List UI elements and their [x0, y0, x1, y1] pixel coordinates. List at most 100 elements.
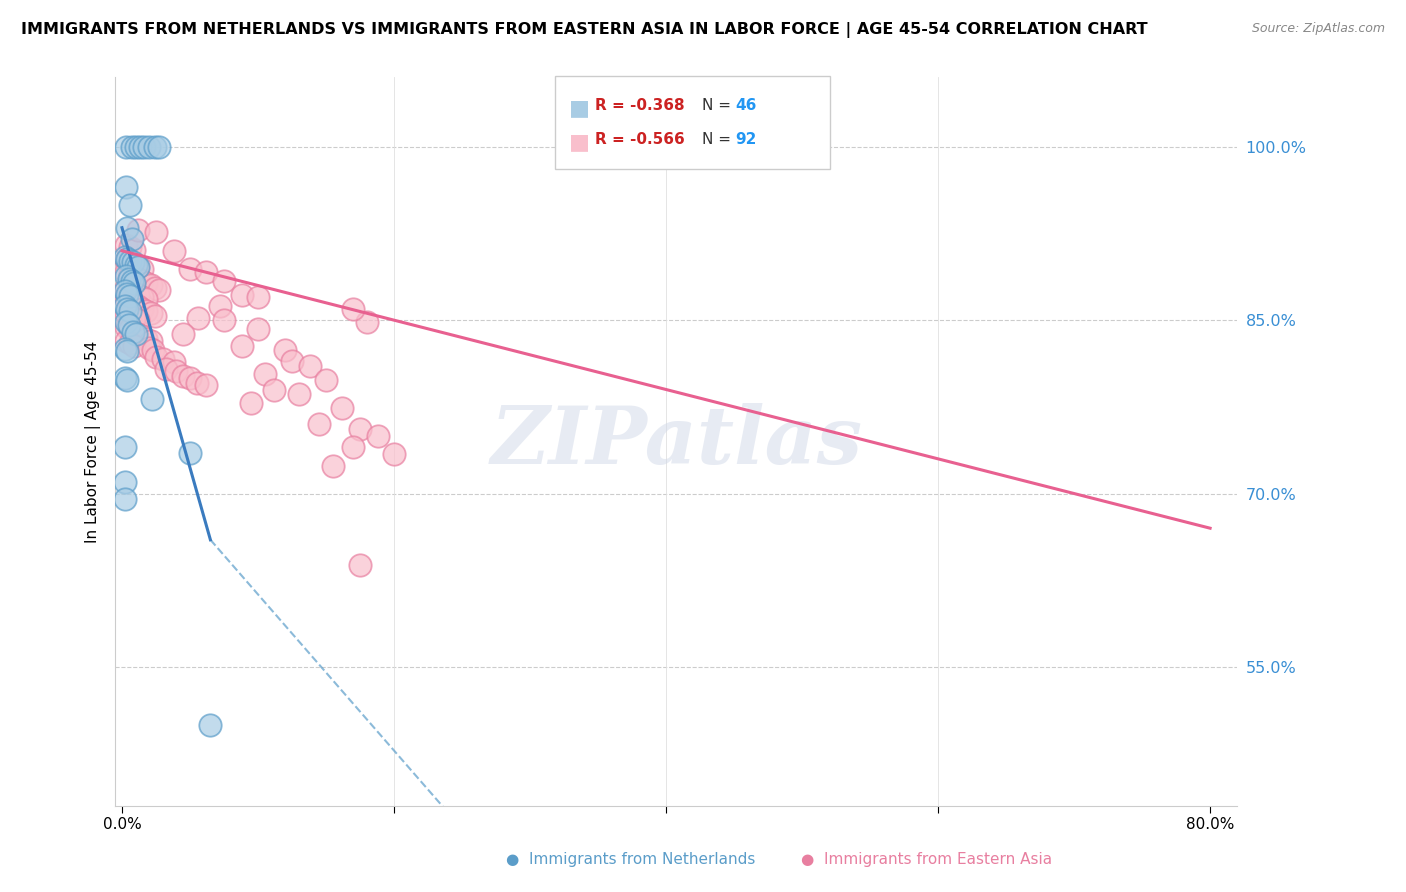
Point: [240, 396, 263, 410]
Point: [139, 334, 162, 348]
Point: [179, 262, 201, 277]
Point: [114, 342, 136, 356]
Point: [145, 225, 167, 239]
Point: [121, 140, 143, 154]
Point: [114, 475, 136, 489]
Point: [122, 269, 145, 284]
Point: [349, 422, 371, 436]
Point: [122, 325, 145, 339]
Point: [135, 304, 157, 318]
Point: [212, 313, 235, 327]
Point: [308, 417, 330, 432]
Text: 92: 92: [735, 132, 756, 147]
Point: [122, 243, 145, 257]
Point: [139, 278, 162, 293]
Text: R = -0.368: R = -0.368: [595, 98, 685, 113]
Point: [118, 271, 141, 285]
Point: [115, 334, 138, 348]
Point: [163, 355, 186, 369]
Point: [131, 262, 153, 277]
Point: [131, 274, 153, 288]
Point: [127, 223, 149, 237]
Point: [115, 281, 138, 295]
Point: [212, 274, 235, 288]
Point: [322, 458, 344, 473]
Point: [120, 336, 142, 351]
Point: [155, 361, 177, 376]
Point: [253, 368, 276, 382]
Point: [124, 258, 146, 272]
Point: [127, 299, 149, 313]
Point: [143, 309, 166, 323]
Point: [122, 258, 145, 272]
Point: [163, 244, 186, 258]
Point: [367, 428, 389, 442]
Point: [114, 492, 136, 507]
Point: [247, 322, 270, 336]
Point: [120, 289, 142, 303]
Point: [115, 306, 138, 320]
Point: [165, 364, 187, 378]
Point: [117, 301, 139, 316]
Point: [117, 286, 139, 301]
Point: [179, 446, 201, 460]
Point: [114, 299, 136, 313]
Point: [172, 326, 194, 341]
Point: [115, 320, 138, 334]
Point: [120, 197, 142, 211]
Point: [115, 316, 138, 330]
Text: R = -0.566: R = -0.566: [595, 132, 685, 147]
Text: N =: N =: [702, 132, 735, 147]
Point: [120, 240, 142, 254]
Point: [382, 447, 405, 461]
Text: ●  Immigrants from Netherlands: ● Immigrants from Netherlands: [506, 852, 755, 867]
Point: [135, 332, 157, 346]
Point: [122, 285, 145, 300]
Point: [143, 140, 166, 154]
Point: [122, 276, 145, 290]
Point: [127, 260, 149, 274]
Point: [120, 267, 142, 281]
Point: [127, 287, 149, 301]
Point: [200, 717, 222, 731]
Point: [120, 255, 142, 269]
Point: [135, 276, 157, 290]
Point: [120, 309, 142, 323]
Point: [117, 344, 139, 359]
Point: [349, 558, 371, 573]
Point: [142, 343, 165, 358]
Text: N =: N =: [702, 98, 735, 113]
Point: [122, 255, 145, 269]
Point: [117, 220, 139, 235]
Point: [186, 376, 208, 390]
Point: [115, 293, 138, 307]
Point: [135, 293, 157, 307]
Point: [141, 392, 163, 406]
Point: [122, 310, 145, 325]
Point: [231, 287, 253, 301]
Point: [120, 322, 142, 336]
Point: [120, 304, 142, 318]
Point: [115, 238, 138, 252]
Text: IMMIGRANTS FROM NETHERLANDS VS IMMIGRANTS FROM EASTERN ASIA IN LABOR FORCE | AGE: IMMIGRANTS FROM NETHERLANDS VS IMMIGRANT…: [21, 22, 1147, 38]
Point: [120, 254, 142, 268]
Point: [138, 341, 160, 355]
Point: [263, 383, 285, 397]
Point: [195, 265, 218, 279]
Point: [127, 313, 149, 327]
Point: [114, 250, 136, 264]
Point: [122, 338, 145, 352]
Text: ■: ■: [569, 98, 591, 118]
Point: [115, 180, 138, 194]
Point: [115, 265, 138, 279]
Point: [132, 140, 155, 154]
Point: [115, 253, 138, 268]
Point: [127, 260, 149, 274]
Point: [115, 140, 138, 154]
Point: [117, 373, 139, 387]
Point: [114, 285, 136, 299]
Point: [315, 373, 337, 387]
Point: [231, 338, 253, 352]
Point: [124, 140, 146, 154]
Point: [330, 401, 353, 415]
